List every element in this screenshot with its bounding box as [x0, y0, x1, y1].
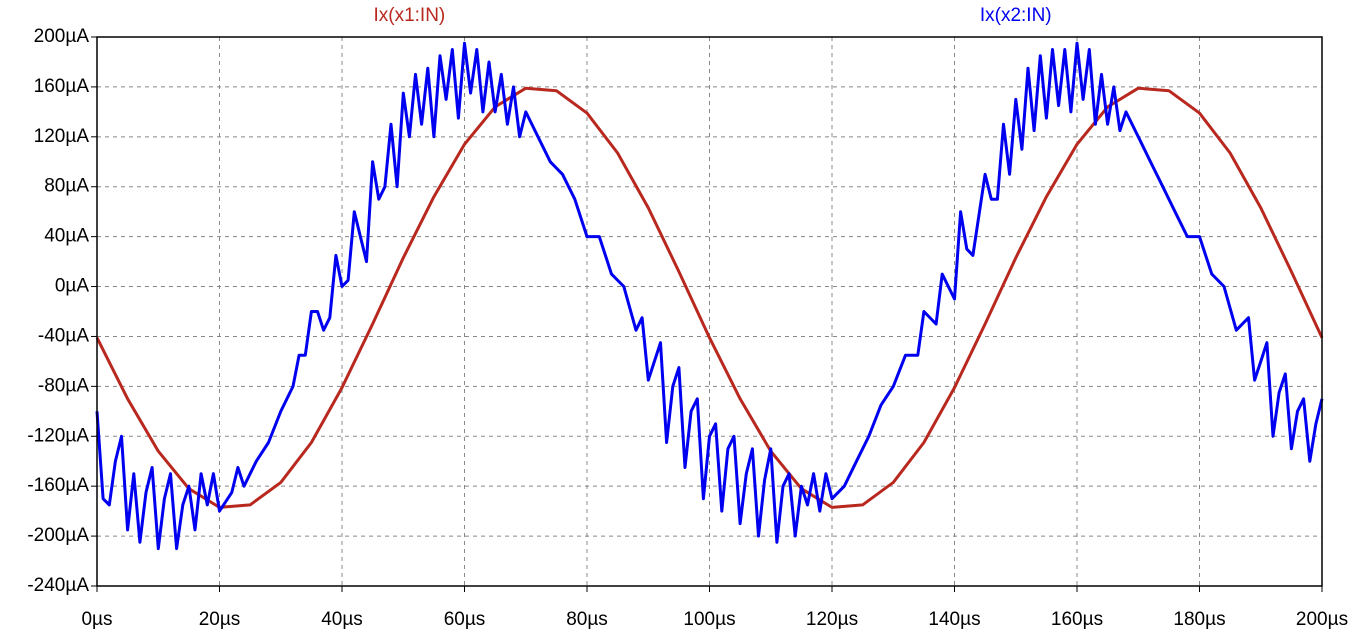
x-tick-label: 140µs — [928, 609, 980, 630]
y-tick-label: -40µA — [38, 325, 89, 346]
x-tick-label: 20µs — [199, 609, 241, 630]
y-tick-label: 160µA — [34, 76, 90, 97]
y-tick-label: -80µA — [38, 375, 89, 396]
y-tick-label: 120µA — [34, 126, 90, 147]
y-tick-label: -160µA — [27, 475, 89, 496]
x-tick-label: 180µs — [1173, 609, 1225, 630]
legend-label: Ix(x2:IN) — [980, 5, 1052, 26]
x-tick-label: 40µs — [321, 609, 363, 630]
series-line — [95, 41, 1324, 551]
y-tick-label: 0µA — [55, 276, 90, 297]
y-tick-label: -200µA — [27, 525, 89, 546]
x-tick-label: 160µs — [1051, 609, 1103, 630]
x-tick-label: 80µs — [566, 609, 608, 630]
x-tick-label: 0µs — [81, 609, 112, 630]
series-line — [95, 86, 1324, 509]
x-tick-label: 120µs — [806, 609, 858, 630]
y-tick-label: 40µA — [44, 226, 89, 247]
y-tick-label: -120µA — [27, 425, 89, 446]
legend-label: Ix(x1:IN) — [373, 5, 445, 26]
y-tick-label: 200µA — [34, 26, 90, 47]
plot-frame — [96, 36, 1323, 587]
y-tick-label: 80µA — [44, 176, 89, 197]
x-tick-label: 100µs — [683, 609, 735, 630]
x-tick-label: 200µs — [1296, 609, 1348, 630]
y-tick-label: -240µA — [27, 575, 89, 596]
x-tick-label: 60µs — [444, 609, 486, 630]
